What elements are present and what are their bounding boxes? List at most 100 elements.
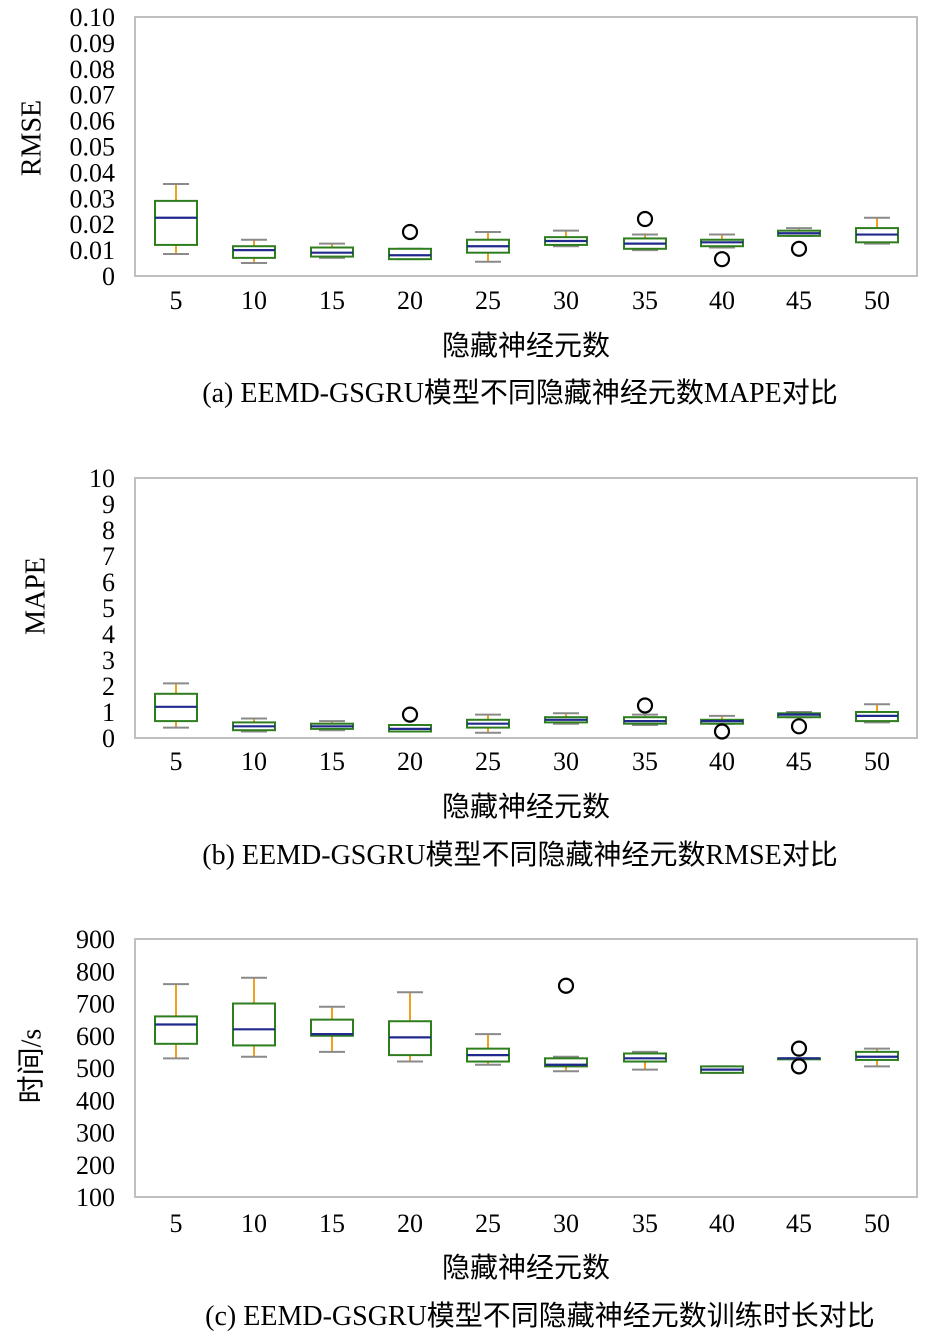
- box-5: [154, 682, 198, 729]
- x-tick-label: 10: [241, 747, 267, 776]
- x-tick-label: 5: [170, 1209, 183, 1238]
- x-tick-label: 25: [475, 1209, 501, 1238]
- box-50: [855, 216, 899, 245]
- box-body: [310, 1018, 354, 1037]
- y-tick-label: 0.02: [70, 210, 116, 239]
- x-tick-label: 30: [553, 1209, 579, 1238]
- box-30: [544, 977, 588, 1073]
- y-tick-label: 8: [102, 516, 115, 545]
- chart-3: 100 200 300 400 500 600 700 800 900 5 10 15 20 25 30 35…: [15, 925, 918, 1332]
- box-body: [154, 1015, 198, 1045]
- box-35: [623, 210, 667, 252]
- x-tick-label: 10: [241, 1209, 267, 1238]
- x-tick-label: 25: [475, 747, 501, 776]
- outlier-point: [401, 223, 419, 241]
- box-30: [544, 712, 588, 725]
- x-tick-label: 45: [786, 286, 812, 315]
- x-tick-label: 20: [397, 747, 423, 776]
- box-25: [466, 713, 510, 734]
- x-axis-label: 隐藏神经元数: [442, 791, 610, 823]
- outlier-point: [790, 240, 808, 257]
- outlier-point: [790, 1040, 808, 1057]
- x-axis-label: 隐藏神经元数: [442, 330, 610, 362]
- outlier-point: [713, 251, 731, 268]
- y-tick-label: 2: [102, 672, 115, 701]
- x-tick-label: 35: [632, 747, 658, 776]
- y-tick-label: 300: [76, 1119, 115, 1148]
- box-30: [544, 229, 588, 248]
- chart-caption: (b) EEMD-GSGRU模型不同隐藏神经元数RMSE对比: [202, 839, 837, 871]
- box-10: [232, 717, 276, 733]
- x-tick-label: 15: [319, 286, 345, 315]
- outlier-point: [713, 723, 731, 740]
- y-tick-label: 0.06: [70, 107, 116, 136]
- y-tick-label: 500: [76, 1054, 115, 1083]
- box-body: [544, 1057, 588, 1068]
- y-tick-label: 0: [102, 262, 115, 291]
- box-20: [388, 991, 432, 1063]
- box-body: [388, 247, 432, 261]
- y-tick-label: 0.03: [70, 184, 116, 213]
- box-5: [154, 183, 198, 255]
- y-tick-label: 0.09: [70, 29, 116, 58]
- x-tick-label: 5: [170, 286, 183, 315]
- x-tick-label: 40: [709, 286, 735, 315]
- y-tick-label: 4: [102, 620, 115, 649]
- plot-frame: [134, 938, 918, 1198]
- x-tick-label: 50: [864, 747, 890, 776]
- box-10: [232, 976, 276, 1058]
- x-tick-label: 30: [553, 747, 579, 776]
- box-35: [623, 1050, 667, 1071]
- y-tick-label: 0.04: [70, 158, 116, 187]
- y-axis-label: RMSE: [16, 100, 47, 176]
- y-tick-label: 0.07: [70, 81, 116, 110]
- box-20: [388, 706, 432, 733]
- y-tick-label: 9: [102, 490, 115, 519]
- box-15: [310, 1005, 354, 1053]
- chart-caption: (a) EEMD-GSGRU模型不同隐藏神经元数MAPE对比: [202, 377, 837, 409]
- y-tick-label: 0.01: [70, 236, 116, 265]
- box-35: [623, 697, 667, 726]
- y-tick-label: 0.08: [70, 55, 116, 84]
- y-tick-label: 800: [76, 957, 115, 986]
- chart-caption: (c) EEMD-GSGRU模型不同隐藏神经元数训练时长对比: [205, 1300, 875, 1332]
- x-tick-label: 40: [709, 1209, 735, 1238]
- x-tick-label: 35: [632, 286, 658, 315]
- x-tick-label: 25: [475, 286, 501, 315]
- plot-frame: [134, 477, 918, 739]
- y-tick-label: 10: [89, 464, 115, 493]
- box-body: [232, 1002, 276, 1047]
- box-10: [232, 238, 276, 265]
- y-tick-label: 700: [76, 990, 115, 1019]
- box-body: [232, 245, 276, 259]
- y-tick-label: 0.05: [70, 133, 116, 162]
- box-50: [855, 703, 899, 724]
- outlier-point: [790, 718, 808, 735]
- outlier-point: [636, 697, 654, 714]
- x-tick-label: 45: [786, 1209, 812, 1238]
- x-tick-label: 30: [553, 286, 579, 315]
- box-45: [777, 711, 821, 735]
- x-tick-label: 20: [397, 286, 423, 315]
- y-tick-label: 400: [76, 1086, 115, 1115]
- x-tick-label: 5: [170, 747, 183, 776]
- outlier-point: [636, 210, 654, 228]
- y-axis-label: 时间/s: [15, 1029, 47, 1104]
- y-tick-label: 1: [102, 698, 115, 727]
- box-15: [310, 242, 354, 259]
- x-tick-label: 45: [786, 747, 812, 776]
- x-tick-label: 15: [319, 747, 345, 776]
- chart-1: 00.010.020.030.040.050.060.070.080.090.1…: [16, 3, 918, 409]
- outlier-point: [401, 706, 419, 723]
- box-5: [154, 983, 198, 1060]
- x-axis-label: 隐藏神经元数: [442, 1252, 610, 1284]
- box-40: [700, 233, 744, 268]
- box-20: [388, 223, 432, 261]
- box-body: [154, 199, 198, 246]
- y-tick-label: 600: [76, 1022, 115, 1051]
- y-tick-label: 6: [102, 568, 115, 597]
- x-tick-label: 10: [241, 286, 267, 315]
- y-axis-label: MAPE: [20, 557, 51, 635]
- plot-frame: [134, 16, 918, 277]
